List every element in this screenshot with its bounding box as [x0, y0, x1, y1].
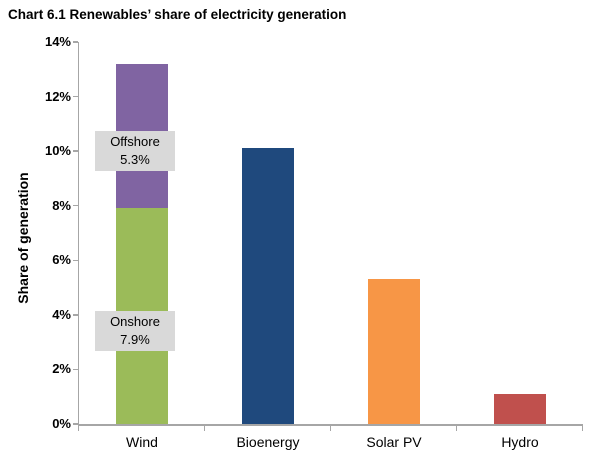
y-tick-mark: [72, 41, 78, 43]
x-tick-mark: [581, 424, 583, 431]
y-tick-mark: [72, 204, 78, 207]
y-tick-label: 10%: [44, 143, 71, 159]
y-tick-label: 12%: [44, 88, 71, 104]
y-tick-label: 6%: [52, 252, 71, 268]
y-tick-mark: [72, 150, 78, 152]
x-tick-mark: [455, 424, 457, 431]
y-tick-mark: [72, 314, 78, 316]
y-axis-line: [77, 42, 79, 426]
annotation-series-name: Offshore: [110, 134, 160, 150]
annotation-value: 7.9%: [120, 332, 150, 348]
chart-title: Chart 6.1 Renewables’ share of electrici…: [8, 7, 347, 22]
x-category-label-wind: Wind: [126, 434, 158, 450]
x-tick-mark: [329, 424, 331, 431]
y-tick-label: 2%: [52, 361, 71, 377]
bar-segment-bioenergy: [242, 148, 294, 424]
y-tick-mark: [72, 259, 78, 262]
y-tick-mark: [72, 423, 78, 425]
y-tick-mark: [72, 368, 78, 371]
x-tick-mark: [203, 424, 205, 431]
annotation-onshore: Onshore 7.9%: [95, 311, 175, 352]
bar-segment-solar-pv: [368, 279, 420, 424]
annotation-offshore: Offshore 5.3%: [95, 131, 175, 172]
y-tick-label: 8%: [52, 197, 71, 213]
annotation-series-name: Onshore: [110, 314, 160, 330]
annotation-value: 5.3%: [120, 152, 150, 168]
x-tick-mark: [77, 424, 79, 431]
y-tick-label: 4%: [52, 306, 71, 322]
y-tick-label: 14%: [44, 34, 71, 49]
x-category-label-bioenergy: Bioenergy: [236, 434, 300, 450]
x-category-label-hydro: Hydro: [501, 434, 539, 450]
y-tick-mark: [72, 95, 78, 98]
y-tick-label: 0%: [52, 416, 71, 431]
bar-segment-hydro: [494, 393, 546, 424]
y-axis-title: Share of generation: [15, 172, 31, 304]
x-category-label-solar-pv: Solar PV: [366, 434, 422, 450]
